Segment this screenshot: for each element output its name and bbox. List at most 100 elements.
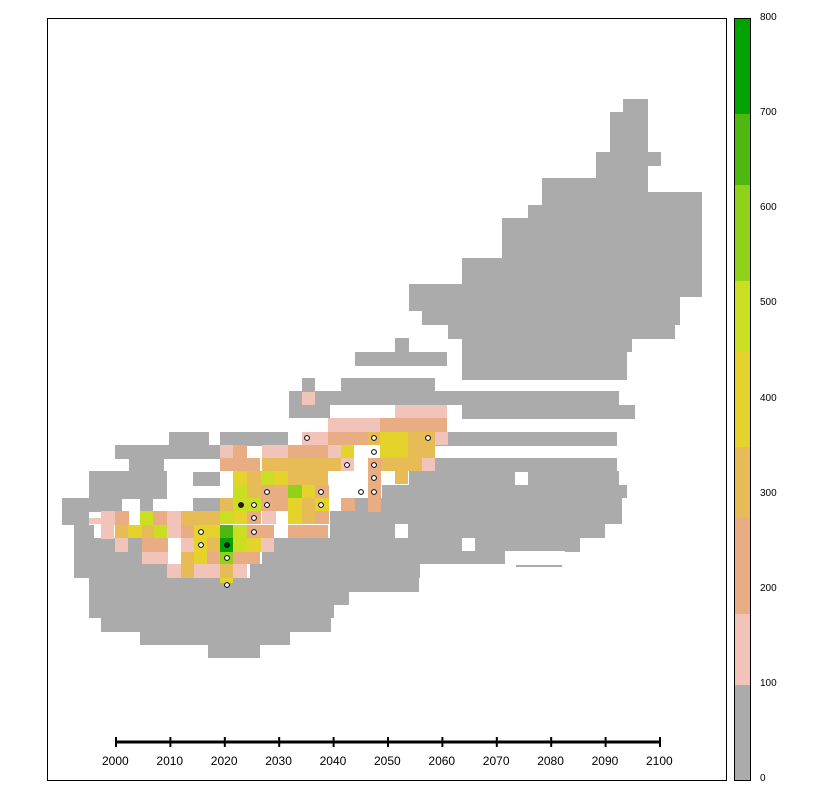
land-cell <box>462 405 635 419</box>
land-cell <box>542 192 702 206</box>
value-cell <box>247 471 261 485</box>
value-cell <box>101 511 115 525</box>
value-cell <box>233 552 260 564</box>
land-cell <box>330 511 622 524</box>
value-cell <box>341 445 354 458</box>
sample-point <box>264 489 270 495</box>
sample-point <box>224 582 230 588</box>
land-cell <box>502 232 702 258</box>
value-cell <box>262 445 288 458</box>
land-cell <box>129 458 164 472</box>
value-cell <box>408 432 435 458</box>
legend-color-band <box>735 19 750 115</box>
land-cell <box>193 472 220 486</box>
value-cell <box>288 525 328 538</box>
value-cell <box>288 498 302 511</box>
value-cell <box>115 538 128 552</box>
sample-point <box>264 502 270 508</box>
sample-point <box>358 489 364 495</box>
legend-tick-label: 700 <box>760 107 777 119</box>
value-cell <box>220 445 233 458</box>
legend-color-band <box>735 684 750 780</box>
value-cell <box>395 458 422 471</box>
sample-point <box>344 462 350 468</box>
value-cell <box>302 511 315 524</box>
land-cell <box>448 325 675 339</box>
legend-tick-label: 100 <box>760 677 777 689</box>
value-cell <box>220 458 260 471</box>
value-cell <box>380 418 447 432</box>
value-cell <box>261 538 274 552</box>
land-cell <box>422 311 680 325</box>
value-cell <box>207 552 220 564</box>
value-cell <box>142 525 154 538</box>
value-cell <box>233 445 247 458</box>
land-cell <box>62 498 122 512</box>
value-cell <box>422 458 435 471</box>
sample-point <box>251 515 257 521</box>
scale-bar-label: 2010 <box>156 754 184 768</box>
value-cell <box>128 525 142 538</box>
scale-bar-label: 2030 <box>265 754 292 768</box>
land-cell <box>302 378 315 392</box>
value-cell <box>220 498 233 512</box>
land-cell <box>409 471 619 485</box>
legend-color-band <box>735 518 750 614</box>
value-cell <box>302 432 328 445</box>
value-cell <box>341 498 355 511</box>
land-cell <box>140 498 153 512</box>
legend-tick-label: 400 <box>760 392 777 404</box>
land-cell <box>140 631 290 645</box>
land-cell <box>262 551 562 564</box>
scale-bar-label: 2020 <box>210 754 238 768</box>
sample-point <box>224 555 230 561</box>
land-cell <box>250 564 420 578</box>
value-cell <box>140 511 153 525</box>
legend-color-band <box>735 280 750 352</box>
value-cell <box>328 418 380 432</box>
land-cell <box>74 564 176 578</box>
value-cell <box>115 525 128 538</box>
scale-bar-label: 2000 <box>102 754 129 768</box>
legend-tick-label: 800 <box>760 12 777 23</box>
value-cell <box>247 525 274 538</box>
value-cell <box>328 445 341 458</box>
value-cell <box>302 392 315 405</box>
color-legend-bar <box>734 18 751 781</box>
value-cell <box>181 564 194 578</box>
value-cell <box>302 498 315 511</box>
land-cell <box>542 178 648 192</box>
land-cell <box>220 432 288 446</box>
value-cell <box>247 538 261 552</box>
value-cell <box>153 511 167 525</box>
sample-point <box>371 462 377 468</box>
value-cell <box>89 518 101 524</box>
value-cell <box>233 471 247 485</box>
land-cell <box>409 284 702 297</box>
land-cell <box>341 378 435 392</box>
land-cell <box>89 604 334 618</box>
value-cell <box>181 511 194 525</box>
value-cell <box>234 511 247 524</box>
land-cell <box>355 352 447 366</box>
value-cell <box>288 511 302 524</box>
sample-point <box>318 502 324 508</box>
land-cell <box>74 525 94 539</box>
legend-color-band <box>735 114 750 186</box>
value-cell <box>233 525 247 538</box>
scale-bar-label: 2040 <box>319 754 347 768</box>
land-cell <box>528 205 702 219</box>
land-cell <box>596 152 661 166</box>
land-cell <box>89 578 419 592</box>
value-cell <box>101 525 114 539</box>
value-cell <box>261 471 274 485</box>
sample-point <box>198 542 204 548</box>
land-cell <box>193 498 220 512</box>
legend-tick-label: 200 <box>760 582 777 594</box>
value-cell <box>262 511 276 524</box>
value-cell <box>380 432 408 458</box>
land-cell <box>610 112 648 152</box>
land-cell <box>462 352 627 380</box>
land-cell <box>475 538 580 552</box>
